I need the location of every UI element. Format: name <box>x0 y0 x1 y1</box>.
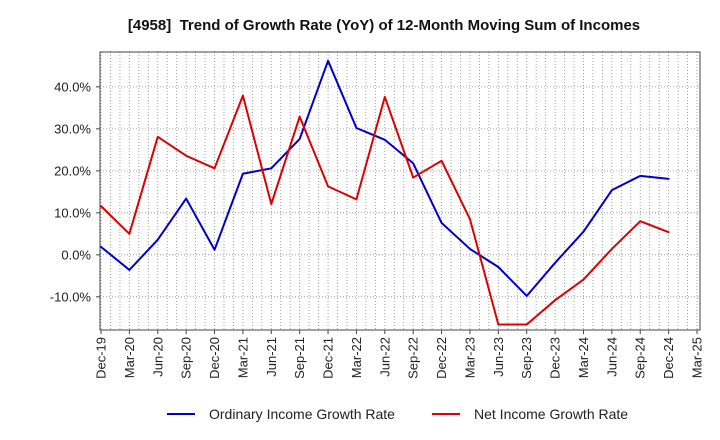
x-tick-label: Mar-22 <box>349 337 364 378</box>
legend-label: Net Income Growth Rate <box>474 406 628 422</box>
ordinary-income-growth-rate-point <box>354 126 358 130</box>
ordinary-income-growth-rate-point <box>127 268 131 272</box>
series-layer <box>99 59 671 327</box>
net-income-growth-rate-point <box>610 247 614 251</box>
x-tick-label: Dec-23 <box>548 337 563 379</box>
x-tick-label: Mar-20 <box>122 337 137 378</box>
net-income-growth-rate-point <box>269 202 273 206</box>
net-income-growth-rate-point <box>553 298 557 302</box>
net-income-growth-rate-point <box>496 323 500 327</box>
ordinary-income-growth-rate-point <box>496 265 500 269</box>
grid <box>100 52 700 330</box>
net-income-growth-rate-point <box>638 219 642 223</box>
ordinary-income-growth-rate-point <box>581 230 585 234</box>
x-axis: Dec-19 Mar-20 Jun-20 Sep-20 Dec-20 Mar-21 Jun-… <box>94 330 705 379</box>
x-tick-label: Dec-19 <box>94 337 109 379</box>
ordinary-income-growth-rate-point <box>525 294 529 298</box>
y-tick-label: 30.0% <box>54 121 91 136</box>
x-tick-label: Sep-23 <box>519 337 534 379</box>
net-income-growth-rate-point <box>354 197 358 201</box>
ordinary-income-growth-rate-point <box>411 161 415 165</box>
x-tick-label: Mar-23 <box>462 337 477 378</box>
net-income-growth-rate-point <box>184 154 188 158</box>
x-tick-label: Dec-20 <box>207 337 222 379</box>
net-income-growth-rate-point <box>440 159 444 163</box>
y-tick-label: 10.0% <box>54 205 91 220</box>
ordinary-income-growth-rate-point <box>610 188 614 192</box>
legend-item-net-income-growth-rate: Net Income Growth Rate <box>432 406 628 422</box>
ordinary-income-growth-rate-point <box>440 221 444 225</box>
legend: Ordinary Income Growth Rate Net Income G… <box>167 406 628 422</box>
net-income-growth-rate-point <box>156 135 160 139</box>
ordinary-income-growth-rate-point <box>99 245 103 249</box>
ordinary-income-growth-rate-point <box>383 138 387 142</box>
x-tick-label: Mar-24 <box>576 337 591 378</box>
net-income-growth-rate-point <box>127 232 131 236</box>
x-tick-label: Jun-20 <box>150 337 165 377</box>
ordinary-income-growth-rate-point <box>241 172 245 176</box>
ordinary-income-growth-rate-point <box>468 247 472 251</box>
ordinary-income-growth-rate-point <box>638 174 642 178</box>
ordinary-income-growth-rate-point <box>553 261 557 265</box>
x-tick-label: Mar-25 <box>690 337 705 378</box>
net-income-growth-rate-point <box>468 217 472 221</box>
net-income-growth-rate-point <box>667 230 671 234</box>
ordinary-income-growth-rate-point <box>298 137 302 141</box>
plot-area <box>99 51 701 331</box>
net-income-growth-rate-point <box>581 278 585 282</box>
y-tick-label: 40.0% <box>54 79 91 94</box>
net-income-growth-rate-line <box>100 94 670 326</box>
x-tick-label: Jun-24 <box>604 337 619 377</box>
x-tick-label: Sep-24 <box>633 337 648 379</box>
net-income-growth-rate-point <box>213 166 217 170</box>
net-income-growth-rate-point <box>99 204 103 208</box>
x-tick-label: Mar-21 <box>235 337 250 378</box>
ordinary-income-growth-rate-point <box>667 177 671 181</box>
x-tick-label: Dec-24 <box>661 337 676 379</box>
y-tick-label: 0.0% <box>61 247 91 262</box>
net-income-growth-rate-point <box>525 323 529 327</box>
net-income-growth-rate-point <box>411 176 415 180</box>
x-tick-label: Jun-22 <box>377 337 392 377</box>
y-tick-label: 20.0% <box>54 163 91 178</box>
net-income-growth-rate-point <box>326 184 330 188</box>
ordinary-income-growth-rate-point <box>184 197 188 201</box>
y-tick-label: -10.0% <box>50 289 92 304</box>
ordinary-income-growth-rate-point <box>156 238 160 242</box>
net-income-growth-rate-point <box>383 95 387 99</box>
chart-title: [4958] Trend of Growth Rate (YoY) of 12-… <box>128 17 640 34</box>
net-income-growth-rate-series <box>99 94 671 327</box>
net-income-growth-rate-point <box>241 94 245 98</box>
ordinary-income-growth-rate-point <box>326 59 330 63</box>
ordinary-income-growth-rate-series <box>99 59 671 298</box>
x-tick-label: Sep-22 <box>406 337 421 379</box>
x-tick-label: Jun-23 <box>491 337 506 377</box>
ordinary-income-growth-rate-line <box>100 59 670 297</box>
x-tick-label: Dec-21 <box>321 337 336 379</box>
x-tick-label: Sep-20 <box>179 337 194 379</box>
x-tick-label: Dec-22 <box>434 337 449 379</box>
ordinary-income-growth-rate-point <box>213 248 217 252</box>
x-tick-label: Sep-21 <box>292 337 307 379</box>
legend-item-ordinary-income-growth-rate: Ordinary Income Growth Rate <box>167 406 395 422</box>
y-axis: -10.0% 0.0% 10.0% 20.0% 30.0% 40.0% <box>50 79 100 304</box>
x-tick-label: Jun-21 <box>264 337 279 377</box>
legend-label: Ordinary Income Growth Rate <box>209 406 395 422</box>
ordinary-income-growth-rate-point <box>269 166 273 170</box>
net-income-growth-rate-point <box>298 115 302 119</box>
